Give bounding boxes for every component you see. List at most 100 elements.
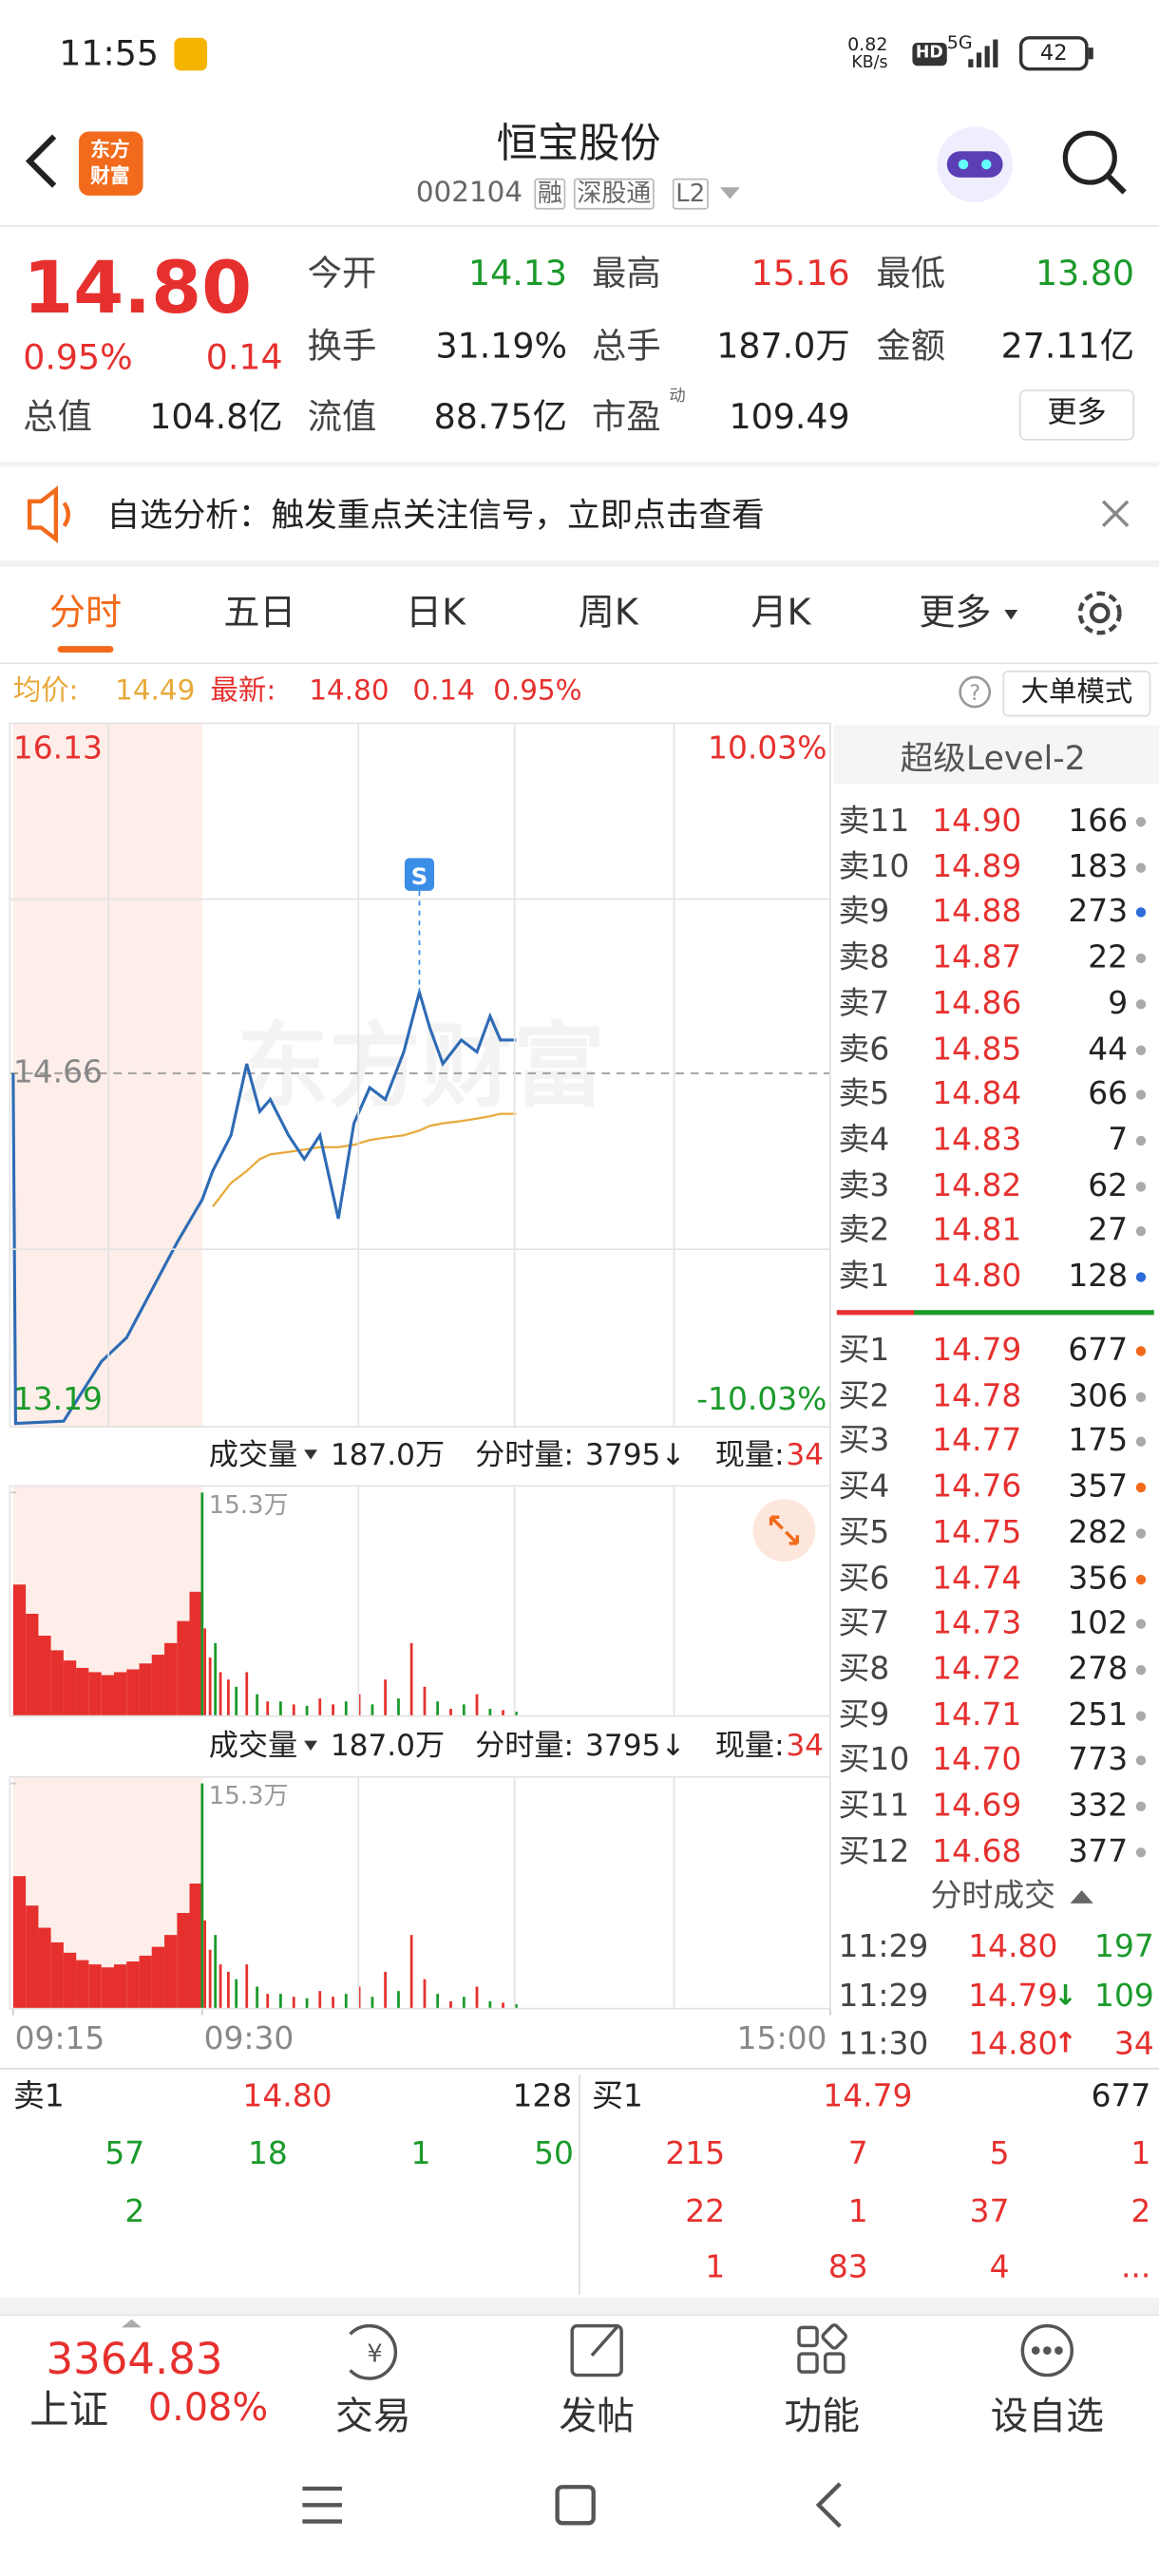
bid-volume: 306 [1068, 1377, 1129, 1414]
nav-item[interactable]: 功能 [784, 2396, 861, 2439]
volume-bar [12, 1584, 27, 1716]
dot [1135, 1044, 1147, 1055]
x-tick-label: 09:30 [203, 2020, 294, 2057]
volume-bar [292, 1997, 295, 2009]
ask-label: 卖5 [838, 1075, 890, 1113]
more-button-label[interactable]: 更多 [1047, 396, 1107, 431]
expand-arrow[interactable] [122, 2319, 142, 2328]
volume-bar [423, 1686, 427, 1716]
close-button[interactable] [1101, 500, 1130, 527]
logo-text: 东方 [90, 138, 130, 161]
dropdown-arrow[interactable] [304, 1449, 317, 1460]
volume-bar [50, 1650, 64, 1716]
tab[interactable]: 更多 [919, 593, 992, 635]
tab[interactable]: 分时 [48, 593, 123, 635]
tab[interactable]: 日K [406, 593, 466, 635]
volume-bar [318, 1991, 322, 2009]
minute-volume: 3795↓ [585, 1729, 686, 1764]
index-pct[interactable]: 0.08% [147, 2387, 269, 2431]
volume-bar [409, 1935, 413, 2009]
chart-frame [9, 722, 831, 2010]
volume-bar [88, 1672, 102, 1716]
collapse-arrow[interactable] [1070, 1890, 1093, 1904]
y-tick-label: 16.13 [12, 730, 103, 767]
bid-price: 14.75 [932, 1514, 1022, 1551]
queue-order: 5 [989, 2135, 1010, 2172]
volume-bar [488, 1709, 492, 1716]
nav-item[interactable]: 设自选 [990, 2396, 1105, 2439]
volume-bar [189, 1591, 202, 1716]
minute-volume-label: 分时量: [475, 1729, 575, 1764]
bid-label: 买6 [838, 1560, 890, 1597]
volume-bar [344, 1701, 348, 1716]
current-volume: 34 [786, 1438, 824, 1473]
volume-bar [292, 1704, 295, 1716]
battery-icon [1018, 36, 1089, 71]
dropdown-arrow[interactable] [719, 187, 740, 199]
index-name[interactable]: 上证 [29, 2386, 109, 2434]
trade-price: 14.80 [968, 1928, 1058, 1965]
dot [1135, 1573, 1147, 1584]
bid-price: 14.79 [932, 1332, 1022, 1369]
more-button[interactable] [1018, 389, 1135, 441]
queue-order: 215 [665, 2135, 726, 2172]
back-button[interactable] [25, 134, 57, 188]
tab[interactable]: 月K [750, 593, 811, 635]
dot [1135, 862, 1147, 873]
last-price: 14.80 [23, 246, 253, 331]
post-icon[interactable] [570, 2323, 623, 2377]
queue-price: 14.79 [823, 2078, 913, 2115]
volume-label[interactable]: 成交量 [208, 1438, 298, 1473]
index-value[interactable]: 3364.83 [46, 2336, 223, 2385]
search-button[interactable] [1062, 130, 1127, 195]
volume-label[interactable]: 成交量 [208, 1729, 298, 1764]
banner-text[interactable]: 自选分析：触发重点关注信号，立即点击查看 [106, 494, 765, 535]
volume-bar [256, 1694, 259, 1716]
volume-bar [488, 2000, 492, 2009]
dropdown-arrow[interactable] [304, 1740, 317, 1751]
volume-bar [200, 1492, 204, 1716]
field-value: 187.0万 [716, 326, 850, 367]
dropdown-arrow[interactable] [1004, 610, 1018, 620]
signal-icon [968, 39, 998, 67]
bid-volume: 356 [1068, 1560, 1129, 1597]
expand-button[interactable] [752, 1499, 816, 1562]
volume-bar [76, 1667, 89, 1716]
volume-bar [151, 1655, 164, 1716]
trade-volume: 197 [1094, 1928, 1154, 1965]
avatar[interactable] [937, 126, 1013, 202]
nav-item[interactable]: 交易 [335, 2396, 411, 2439]
bid-label: 买4 [838, 1468, 890, 1506]
volume-bar [214, 1935, 218, 2009]
ask-volume: 22 [1088, 939, 1129, 976]
dot [1135, 907, 1147, 919]
volume-bar [318, 1698, 322, 1716]
home-button[interactable] [555, 2485, 596, 2526]
bottom-nav-bar [0, 2314, 1159, 2443]
tab[interactable]: 五日 [223, 593, 296, 635]
volume-bar [151, 1946, 164, 2009]
trade-icon[interactable]: ¥ [349, 2323, 398, 2380]
current-volume-label: 现量: [714, 1438, 785, 1473]
ask-price: 14.83 [932, 1121, 1022, 1158]
settings-button[interactable] [1077, 591, 1122, 635]
bid-volume: 677 [1068, 1332, 1129, 1369]
dot [1135, 1226, 1147, 1237]
watchlist-icon[interactable] [1020, 2323, 1074, 2377]
function-icon[interactable] [797, 2323, 847, 2374]
mode-button[interactable] [1002, 671, 1151, 717]
help-icon[interactable]: ? [959, 675, 992, 709]
trade-price: 14.79 [968, 1977, 1058, 2014]
volume-bar [502, 1710, 504, 1716]
back-nav-button[interactable] [815, 2482, 842, 2529]
queue-order: 18 [247, 2135, 288, 2172]
stock-code: 002104 [415, 177, 523, 210]
trades-title[interactable]: 分时成交 [930, 1878, 1055, 1915]
nav-item[interactable]: 发帖 [559, 2396, 635, 2439]
stock-tag: 融 [534, 178, 566, 210]
bid-price: 14.71 [932, 1696, 1022, 1733]
menu-button[interactable] [302, 2486, 342, 2524]
mode-label[interactable]: 大单模式 [1020, 676, 1133, 710]
tab[interactable]: 周K [578, 593, 638, 635]
